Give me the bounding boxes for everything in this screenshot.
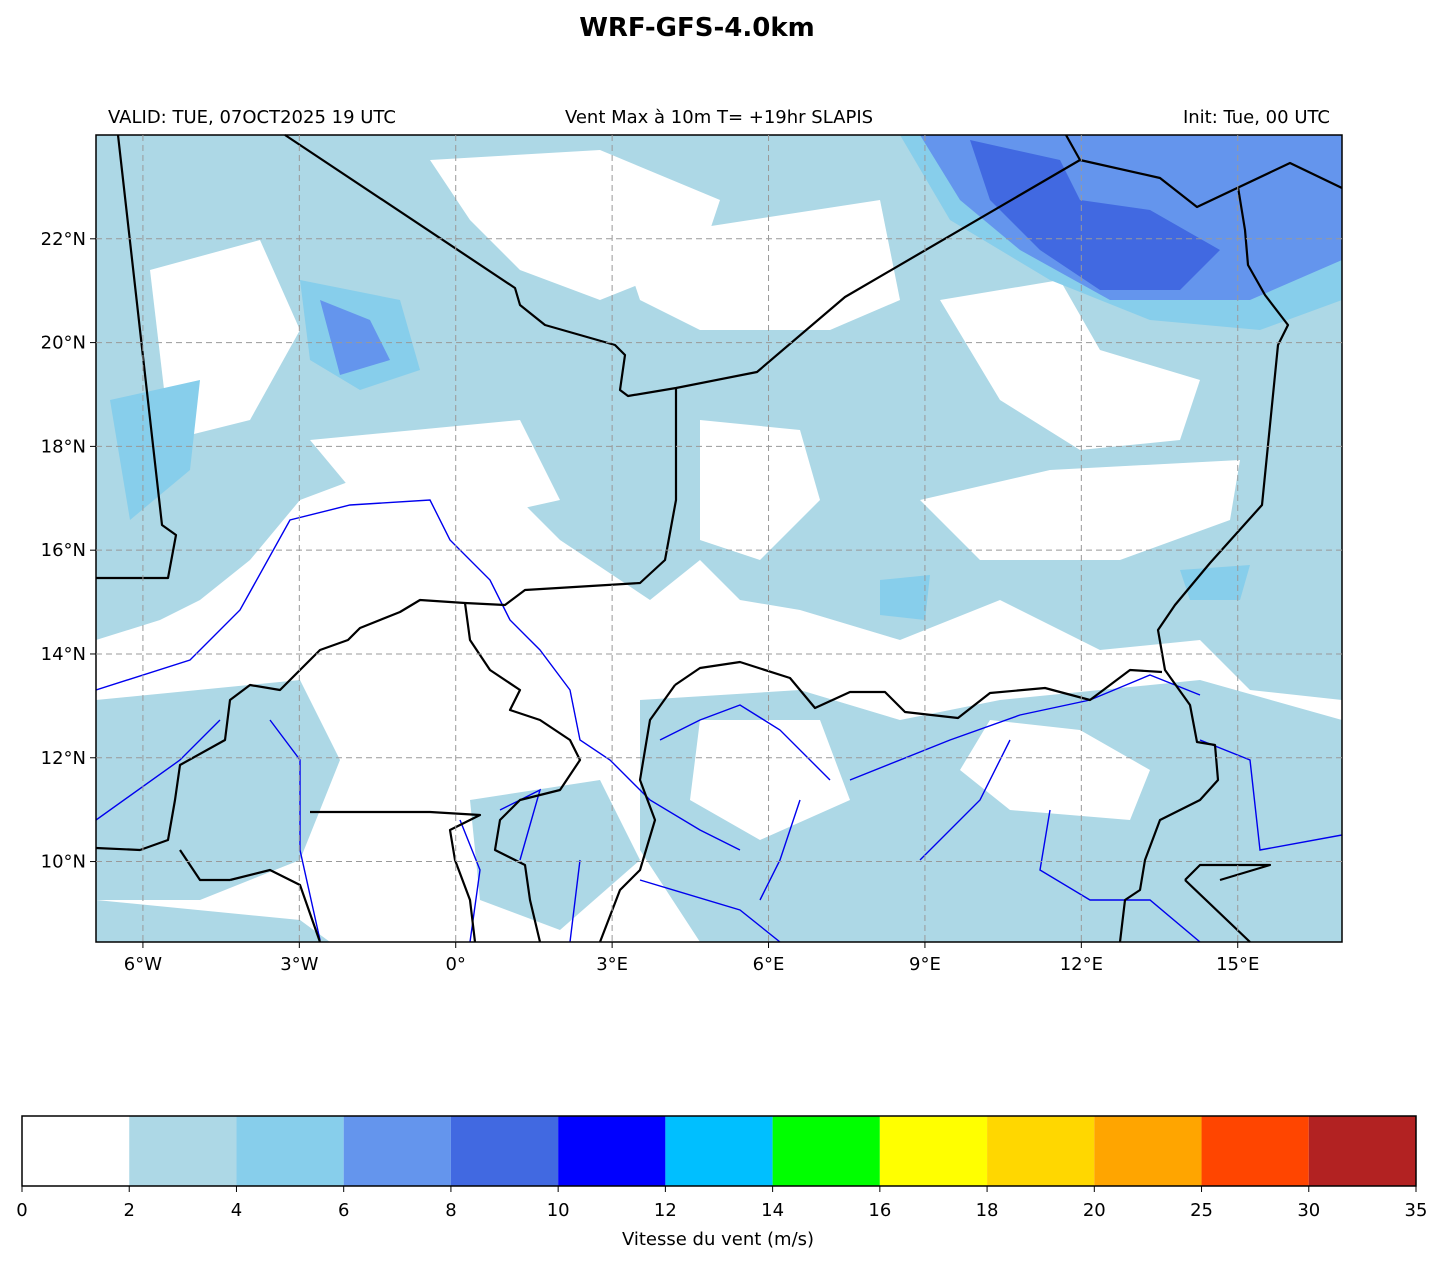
colorbar-segment [343, 1116, 451, 1186]
y-tick-label: 20°N [41, 333, 86, 354]
colorbar-frame [21, 1115, 1417, 1187]
colorbar-segment [987, 1116, 1095, 1186]
colorbar-tick-label: 4 [231, 1200, 242, 1221]
colorbar-segment [1308, 1116, 1416, 1186]
colorbar-tick-label: 30 [1297, 1200, 1320, 1221]
x-tick-label: 9°E [909, 954, 941, 975]
x-tick-label: 6°W [124, 954, 162, 975]
subtitle-left: VALID: TUE, 07OCT2025 19 UTC [108, 107, 396, 128]
colorbar-label: Vitesse du vent (m/s) [622, 1229, 814, 1250]
colorbar-tick-label: 12 [654, 1200, 677, 1221]
colorbar-segment [772, 1116, 880, 1186]
x-tick-label: 3°E [596, 954, 628, 975]
colorbar-tick-label: 25 [1190, 1200, 1213, 1221]
subtitle-right: Init: Tue, 00 UTC [1183, 107, 1330, 128]
colorbar-segment [879, 1116, 988, 1186]
x-tick-label: 0° [445, 954, 465, 975]
colorbar-tick-label: 6 [338, 1200, 349, 1221]
colorbar-tick-label: 18 [976, 1200, 999, 1221]
y-tick-label: 16°N [41, 540, 86, 561]
colorbar-segment [1094, 1116, 1202, 1186]
x-tick-label: 12°E [1060, 954, 1103, 975]
borders [95, 134, 1343, 943]
colorbar-segment [236, 1116, 344, 1186]
colorbar-segment [558, 1116, 666, 1186]
subtitle-center: Vent Max à 10m T= +19hr SLAPIS [565, 107, 873, 128]
colorbar-tick-label: 35 [1405, 1200, 1428, 1221]
colorbar-segment [665, 1116, 773, 1186]
colorbar-segment [129, 1116, 237, 1186]
colorbar-tick-label: 14 [761, 1200, 784, 1221]
x-tick-label: 6°E [753, 954, 785, 975]
colorbar-tick-label: 0 [16, 1200, 27, 1221]
title: WRF-GFS-4.0km [579, 13, 815, 43]
y-tick-label: 18°N [41, 436, 86, 457]
y-tick-label: 12°N [41, 748, 86, 769]
map-frame [95, 134, 1343, 943]
colorbar-tick-label: 20 [1083, 1200, 1106, 1221]
y-tick-label: 14°N [41, 644, 86, 665]
colorbar-tick-label: 10 [547, 1200, 570, 1221]
y-tick-label: 22°N [41, 229, 86, 250]
colorbar-tick-label: 8 [445, 1200, 456, 1221]
colorbar-tick-label: 16 [868, 1200, 891, 1221]
x-tick-label: 15°E [1216, 954, 1259, 975]
x-tick-label: 3°W [280, 954, 318, 975]
colorbar-segment [22, 1116, 130, 1186]
colorbar-segment [450, 1116, 559, 1186]
wind-field [96, 135, 1342, 942]
colorbar-segment [1201, 1116, 1309, 1186]
y-tick-label: 10°N [41, 852, 86, 873]
colorbar-tick-label: 2 [124, 1200, 135, 1221]
